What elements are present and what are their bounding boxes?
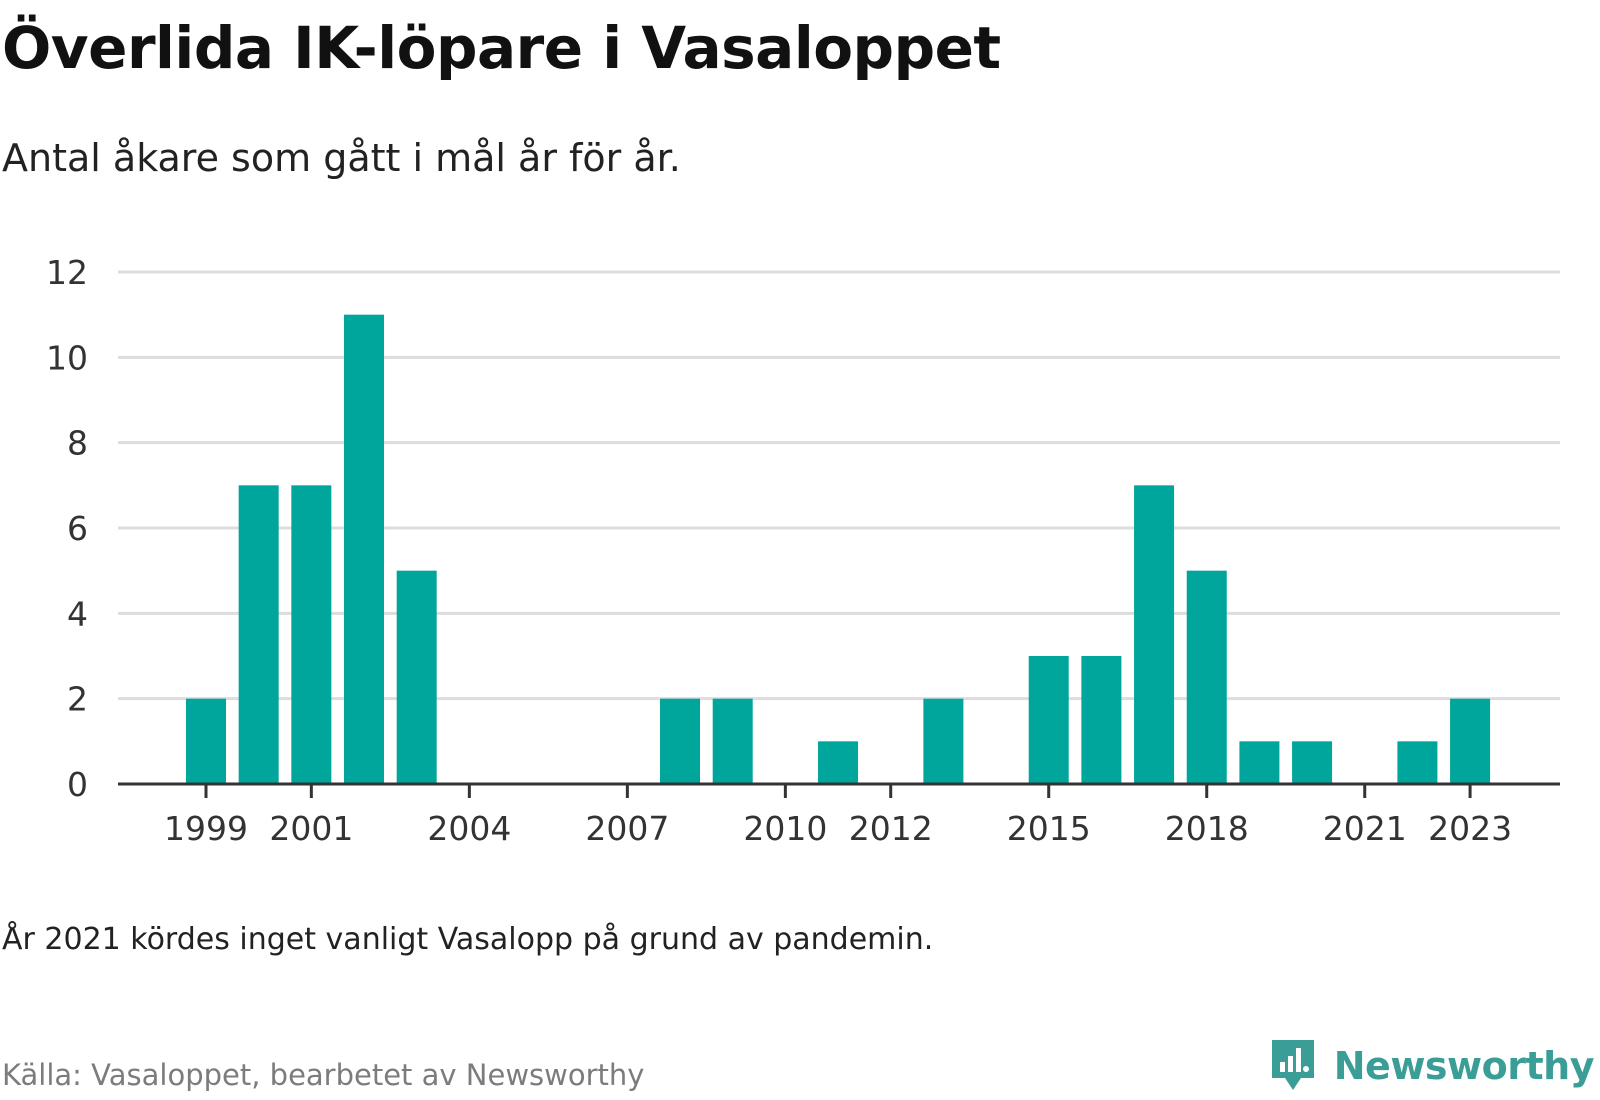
bar xyxy=(1134,485,1175,784)
x-tick-label: 2018 xyxy=(1165,809,1249,848)
grid-lines xyxy=(118,270,1560,701)
bar xyxy=(1450,698,1491,784)
bar xyxy=(1186,570,1227,784)
bar xyxy=(396,570,437,784)
x-tick-label: 2010 xyxy=(743,809,827,848)
axes xyxy=(118,782,1560,798)
x-tick-label: 2004 xyxy=(427,809,511,848)
bar xyxy=(660,698,701,784)
bar xyxy=(1239,741,1280,784)
x-tick-label: 2001 xyxy=(269,809,353,848)
x-tick-label: 2023 xyxy=(1428,809,1512,848)
y-tick-label: 4 xyxy=(67,594,88,633)
x-tick-label: 1999 xyxy=(164,809,248,848)
y-tick-label: 2 xyxy=(67,680,88,719)
tick-labels: 0 2 4 6 8 10 12 1999 2001 2004 2007 2010 2012 2015 201… xyxy=(46,253,1512,848)
x-tick-label: 2021 xyxy=(1323,809,1407,848)
chart-note: År 2021 kördes inget vanligt Vasalopp på… xyxy=(2,922,934,957)
bar xyxy=(238,485,279,784)
x-tick-label: 2007 xyxy=(585,809,669,848)
bar-chart: 0 2 4 6 8 10 12 1999 2001 2004 2007 2010 2012 2015 201… xyxy=(46,253,1560,848)
bar xyxy=(186,698,226,784)
brand-name: Newsworthy xyxy=(1333,1044,1595,1088)
y-tick-label: 12 xyxy=(46,253,88,292)
newsworthy-icon xyxy=(1271,1040,1314,1090)
chart-title: Överlida IK-löpare i Vasaloppet xyxy=(2,14,1001,82)
bar xyxy=(1028,656,1069,784)
newsworthy-logo: Newsworthy xyxy=(1268,1036,1595,1096)
y-tick-label: 0 xyxy=(67,765,88,804)
y-tick-label: 8 xyxy=(67,424,88,463)
bar xyxy=(344,314,385,784)
source-text: Källa: Vasaloppet, bearbetet av Newswort… xyxy=(2,1058,645,1092)
x-tick-label: 2015 xyxy=(1007,809,1091,848)
y-tick-label: 6 xyxy=(67,509,88,548)
bar xyxy=(1081,656,1122,784)
y-tick-label: 10 xyxy=(46,338,88,377)
x-tick-label: 2012 xyxy=(849,809,933,848)
bar xyxy=(291,485,332,784)
bar xyxy=(818,741,859,784)
bar xyxy=(712,698,753,784)
chart-subtitle: Antal åkare som gått i mål år för år. xyxy=(2,136,681,180)
bar xyxy=(923,698,964,784)
bar xyxy=(1397,741,1438,784)
bar xyxy=(1292,741,1333,784)
bars xyxy=(186,314,1491,784)
